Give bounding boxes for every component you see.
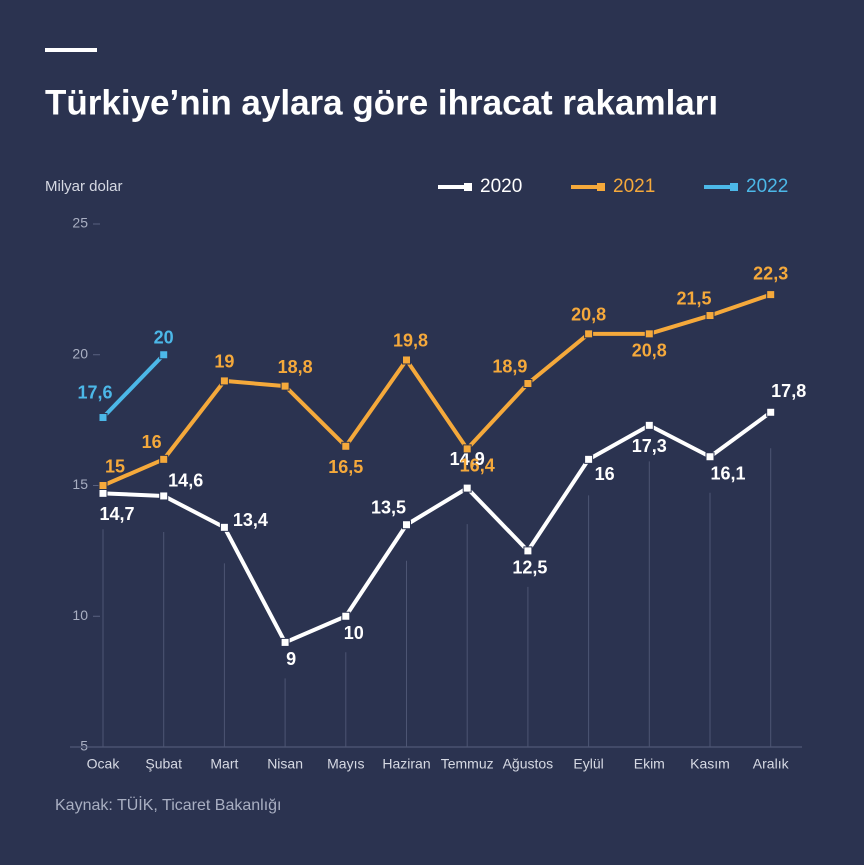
- y-axis-label: Milyar dolar: [45, 178, 123, 195]
- point: [766, 290, 776, 300]
- legend-marker: [730, 183, 738, 191]
- data-label: 17,3: [632, 436, 667, 456]
- x-tick-label: Mart: [210, 756, 238, 772]
- legend-label: 2020: [480, 176, 522, 197]
- data-label: 10: [344, 623, 364, 643]
- data-label: 20,8: [571, 305, 606, 325]
- chart-title: Türkiye’nin aylara göre ihracat rakamlar…: [45, 83, 718, 122]
- x-tick-label: Kasım: [690, 756, 730, 772]
- x-tick-label: Ocak: [87, 756, 121, 772]
- x-tick-label: Ağustos: [503, 756, 554, 772]
- point: [219, 376, 229, 386]
- series-line: [101, 353, 166, 419]
- point: [523, 546, 533, 556]
- data-label: 16: [142, 432, 162, 452]
- series-line: [102, 410, 772, 645]
- point: [402, 520, 411, 530]
- y-tick-label: 25: [72, 215, 88, 231]
- point: [766, 407, 776, 417]
- data-label: 17,6: [77, 382, 112, 402]
- data-label: 16,5: [328, 457, 363, 477]
- data-label: 18,9: [492, 356, 527, 376]
- legend-marker: [464, 183, 472, 191]
- point: [402, 355, 411, 365]
- point: [644, 420, 654, 430]
- x-tick-label: Ekim: [634, 756, 665, 772]
- point: [159, 350, 169, 360]
- data-label: 16,1: [710, 463, 745, 483]
- data-label: 21,5: [676, 288, 711, 308]
- data-label: 13,4: [233, 510, 268, 530]
- x-tick-label: Aralık: [753, 756, 790, 772]
- y-tick-label: 20: [72, 345, 88, 361]
- point: [219, 522, 229, 532]
- decor-bar: [45, 48, 97, 52]
- point: [341, 441, 351, 451]
- source: Kaynak: TÜİK, Ticaret Bakanlığı: [55, 795, 281, 814]
- series-line: [102, 292, 772, 488]
- x-tick-label: Haziran: [382, 756, 430, 772]
- point: [462, 483, 472, 493]
- x-tick-label: Eylül: [573, 756, 603, 772]
- data-label: 22,3: [753, 263, 788, 283]
- data-label: 16,4: [460, 456, 495, 476]
- point: [98, 488, 108, 498]
- point: [584, 329, 594, 339]
- point: [98, 413, 108, 423]
- point: [462, 444, 472, 454]
- data-label: 14,6: [168, 471, 203, 491]
- data-label: 12,5: [512, 558, 547, 578]
- x-tick-label: Temmuz: [441, 756, 494, 772]
- point: [280, 381, 290, 391]
- point: [159, 454, 169, 464]
- legend-label: 2021: [613, 176, 655, 197]
- data-label: 19,8: [393, 331, 428, 351]
- data-label: 20,8: [632, 341, 667, 361]
- data-label: 13,5: [371, 497, 406, 517]
- data-label: 14,7: [99, 504, 134, 524]
- data-label: 15: [105, 456, 125, 476]
- y-tick-label: 10: [72, 607, 88, 623]
- point: [280, 637, 290, 647]
- data-label: 18,8: [278, 357, 313, 377]
- x-tick-label: Şubat: [145, 756, 182, 772]
- point: [98, 481, 108, 490]
- data-label: 9: [286, 649, 296, 669]
- data-label: 14,9: [450, 449, 485, 469]
- data-label: 20: [154, 328, 174, 348]
- point: [705, 452, 715, 462]
- legend-marker: [597, 183, 605, 191]
- y-tick-label: 15: [72, 476, 88, 492]
- data-label: 19: [214, 352, 234, 372]
- point: [705, 311, 715, 321]
- point: [523, 379, 533, 389]
- data-label: 16: [595, 464, 615, 484]
- legend-label: 2022: [746, 176, 788, 197]
- x-tick-label: Mayıs: [327, 756, 364, 772]
- data-label: 17,8: [771, 381, 806, 401]
- point: [159, 491, 169, 501]
- point: [341, 611, 351, 621]
- point: [644, 329, 654, 339]
- x-tick-label: Nisan: [267, 756, 303, 772]
- y-tick-label: 5: [80, 738, 88, 754]
- point: [584, 454, 594, 464]
